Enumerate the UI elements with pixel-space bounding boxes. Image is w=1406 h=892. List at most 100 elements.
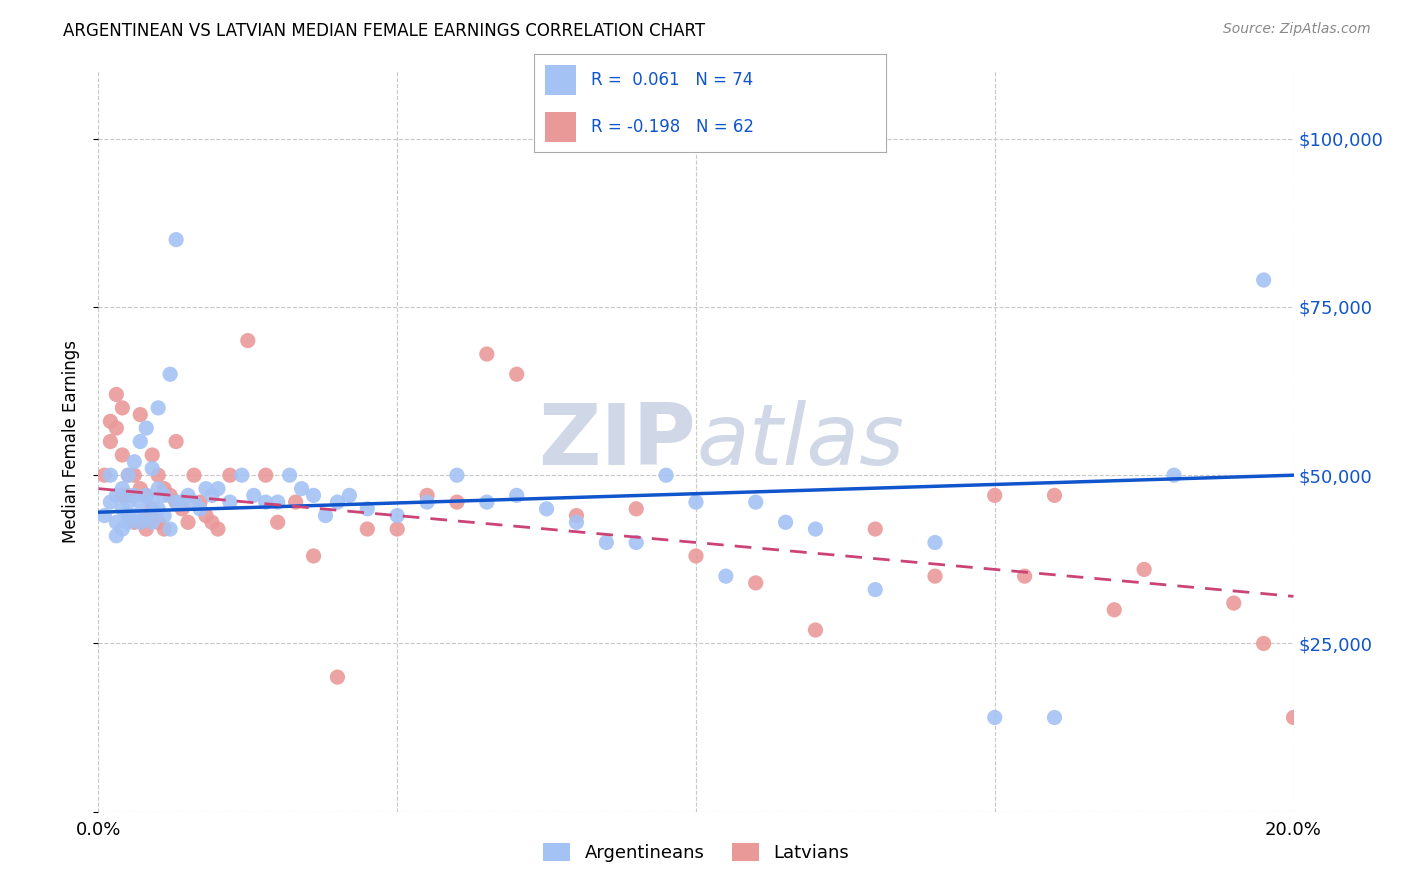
Point xyxy=(135,522,157,536)
Point xyxy=(685,549,707,563)
Point xyxy=(124,508,146,523)
Point xyxy=(685,495,707,509)
Point xyxy=(201,488,224,502)
Point xyxy=(1043,488,1066,502)
Point xyxy=(1253,273,1275,287)
Point xyxy=(98,495,122,509)
Point xyxy=(416,488,439,502)
Point xyxy=(105,516,128,530)
Point xyxy=(165,495,187,509)
Point xyxy=(141,461,163,475)
Point xyxy=(135,421,157,435)
Point xyxy=(984,710,1007,724)
Point xyxy=(165,233,187,247)
Point xyxy=(105,529,128,543)
Point xyxy=(148,468,170,483)
Text: R =  0.061   N = 74: R = 0.061 N = 74 xyxy=(591,71,752,89)
Text: R = -0.198   N = 62: R = -0.198 N = 62 xyxy=(591,118,754,136)
Point xyxy=(595,535,617,549)
Point xyxy=(506,488,529,502)
Point xyxy=(326,670,349,684)
Bar xyxy=(544,112,576,142)
Point xyxy=(236,334,259,348)
Point xyxy=(804,522,827,536)
Point xyxy=(129,408,152,422)
Point xyxy=(148,401,170,415)
Point xyxy=(254,468,277,483)
Point xyxy=(93,508,115,523)
Point xyxy=(124,455,146,469)
Point xyxy=(804,623,827,637)
Point xyxy=(98,468,122,483)
Text: ARGENTINEAN VS LATVIAN MEDIAN FEMALE EARNINGS CORRELATION CHART: ARGENTINEAN VS LATVIAN MEDIAN FEMALE EAR… xyxy=(63,22,706,40)
Point xyxy=(356,522,378,536)
Point xyxy=(165,495,187,509)
Point xyxy=(219,468,242,483)
Point xyxy=(148,516,170,530)
Point xyxy=(135,508,157,523)
Point xyxy=(775,516,797,530)
Point xyxy=(172,495,194,509)
Point xyxy=(626,535,648,549)
Point xyxy=(117,508,139,523)
Point xyxy=(111,501,134,516)
Point xyxy=(714,569,737,583)
Text: Source: ZipAtlas.com: Source: ZipAtlas.com xyxy=(1223,22,1371,37)
Point xyxy=(475,347,498,361)
Point xyxy=(565,516,588,530)
Point xyxy=(129,516,152,530)
Point xyxy=(165,434,187,449)
Point xyxy=(626,501,648,516)
Point xyxy=(446,495,468,509)
Point xyxy=(195,482,218,496)
Point xyxy=(153,522,176,536)
Point xyxy=(207,482,229,496)
Point xyxy=(129,495,152,509)
Point xyxy=(111,401,134,415)
Point xyxy=(172,501,194,516)
Point xyxy=(1223,596,1246,610)
Point xyxy=(745,495,768,509)
Text: ZIP: ZIP xyxy=(538,400,696,483)
Point xyxy=(385,508,409,523)
Point xyxy=(93,468,115,483)
Point xyxy=(326,495,349,509)
Point xyxy=(1014,569,1036,583)
Point xyxy=(177,516,200,530)
Point xyxy=(98,414,122,428)
Point xyxy=(117,488,139,502)
Point xyxy=(111,488,134,502)
Point xyxy=(159,368,181,382)
Point xyxy=(188,501,211,516)
Point xyxy=(267,516,290,530)
Point xyxy=(148,482,170,496)
Point xyxy=(745,575,768,590)
Legend: Argentineans, Latvians: Argentineans, Latvians xyxy=(536,836,856,870)
Point xyxy=(207,522,229,536)
Point xyxy=(124,468,146,483)
Point xyxy=(135,488,157,502)
Point xyxy=(129,434,152,449)
Point xyxy=(153,488,176,502)
Point xyxy=(284,495,307,509)
Point xyxy=(117,508,139,523)
Point xyxy=(924,569,946,583)
Point xyxy=(565,508,588,523)
Point xyxy=(385,522,409,536)
Point xyxy=(117,468,139,483)
Text: atlas: atlas xyxy=(696,400,904,483)
Point xyxy=(278,468,301,483)
Point xyxy=(105,421,128,435)
Point xyxy=(159,488,181,502)
Point xyxy=(356,501,378,516)
Point xyxy=(117,468,139,483)
Point xyxy=(1133,562,1156,576)
Point xyxy=(254,495,277,509)
Point xyxy=(183,495,205,509)
Y-axis label: Median Female Earnings: Median Female Earnings xyxy=(62,340,80,543)
Point xyxy=(1163,468,1185,483)
Point xyxy=(148,501,170,516)
Point xyxy=(183,468,205,483)
Point xyxy=(231,468,253,483)
Point xyxy=(655,468,678,483)
